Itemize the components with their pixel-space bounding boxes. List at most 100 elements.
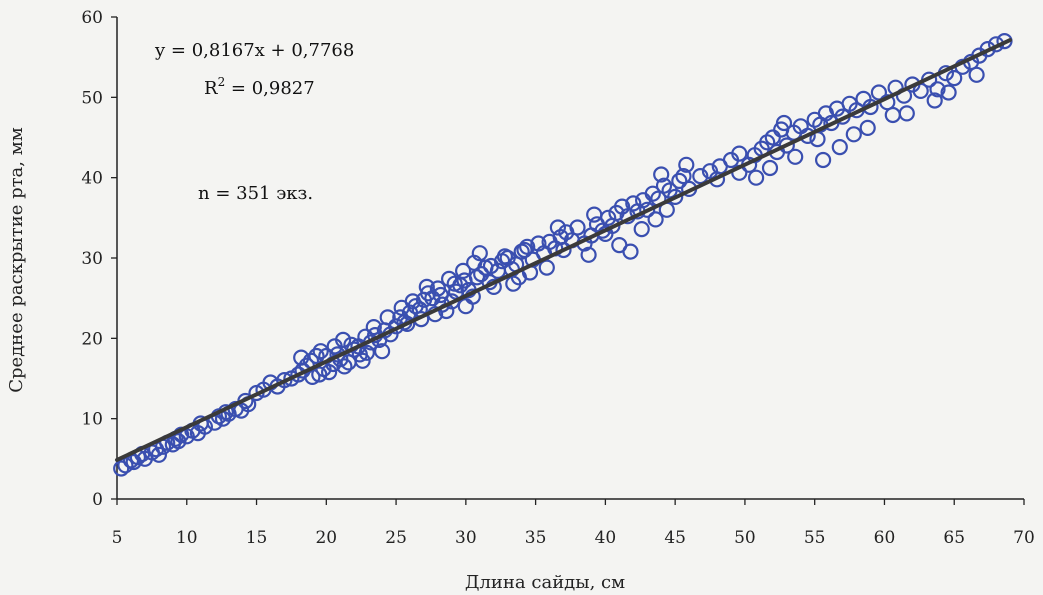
data-point <box>374 343 391 360</box>
data-point <box>505 275 522 292</box>
x-tick-label: 55 <box>804 528 826 548</box>
data-point <box>898 105 915 122</box>
data-point <box>884 106 901 124</box>
y-tick-label: 40 <box>81 169 103 189</box>
data-point <box>283 370 300 387</box>
x-tick-label: 70 <box>1013 528 1035 548</box>
r-squared-symbol: R <box>204 78 218 99</box>
data-point <box>312 343 329 360</box>
x-tick-label: 45 <box>664 528 686 548</box>
data-point <box>404 293 421 310</box>
data-point <box>671 172 688 189</box>
data-point <box>761 159 779 177</box>
y-tick-label: 10 <box>81 410 103 430</box>
data-point <box>420 285 437 302</box>
x-tick-label: 20 <box>315 528 337 548</box>
data-point <box>594 222 611 239</box>
data-point <box>940 84 957 101</box>
data-point <box>814 151 832 169</box>
x-tick-label: 25 <box>385 528 407 548</box>
data-point <box>457 298 474 315</box>
data-point <box>321 364 338 381</box>
data-point <box>538 259 555 276</box>
data-point <box>775 114 793 132</box>
regression-equation: y = 0,8167x + 0,7768 <box>154 40 354 61</box>
r-squared-value: = 0,9827 <box>225 78 315 99</box>
x-tick-label: 60 <box>874 528 896 548</box>
data-point <box>549 219 567 236</box>
y-tick-label: 60 <box>81 8 103 28</box>
data-point <box>870 84 888 101</box>
data-point <box>399 315 416 332</box>
data-point <box>764 129 781 146</box>
data-point <box>929 81 946 98</box>
data-point <box>113 460 130 477</box>
data-point <box>455 262 472 279</box>
x-axis-title: Длина сайды, см <box>465 572 625 593</box>
data-point <box>482 257 500 275</box>
data-point <box>358 344 375 361</box>
data-point <box>125 453 142 471</box>
y-tick-label: 30 <box>81 249 103 269</box>
y-tick-label: 50 <box>81 88 103 108</box>
data-point <box>496 248 513 265</box>
y-axis-title: Среднее раскрытие рта, мм <box>6 127 27 392</box>
r-squared-superscript: 2 <box>218 75 226 89</box>
data-point <box>747 169 765 186</box>
data-point <box>586 206 603 223</box>
data-point <box>778 137 795 154</box>
data-point <box>675 168 692 185</box>
data-point <box>336 358 353 375</box>
data-point <box>170 433 187 450</box>
data-point <box>326 338 343 355</box>
data-point <box>308 347 325 365</box>
x-tick-label: 65 <box>943 528 965 548</box>
data-point <box>926 92 943 109</box>
data-point <box>845 126 862 143</box>
x-tick-label: 30 <box>455 528 477 548</box>
data-point <box>600 209 617 226</box>
data-point <box>946 69 963 87</box>
y-tick-label: 20 <box>81 329 103 349</box>
data-point <box>692 168 709 185</box>
data-point <box>418 278 435 295</box>
data-point <box>569 219 586 236</box>
axis-ticks: 5 10 15 20 25 30 35 40 45 50 55 60 65 70 0 10 20 30 40 50 60 <box>81 8 1034 548</box>
data-point <box>379 309 396 326</box>
data-point <box>667 188 684 205</box>
data-points <box>113 32 1013 477</box>
data-point <box>731 145 748 162</box>
trendline <box>115 38 1013 462</box>
data-point <box>365 319 382 336</box>
x-tick-label: 15 <box>246 528 268 548</box>
data-point <box>647 211 664 228</box>
data-point <box>293 349 310 366</box>
data-point <box>831 139 848 156</box>
data-point <box>859 119 876 137</box>
r-squared-label: R2 = 0,9827 <box>204 75 315 99</box>
x-tick-label: 5 <box>112 528 123 548</box>
x-tick-label: 50 <box>734 528 756 548</box>
data-point <box>653 166 670 183</box>
x-tick-label: 35 <box>525 528 547 548</box>
data-point <box>625 195 642 212</box>
data-point <box>787 148 804 165</box>
y-tick-label: 0 <box>92 490 103 510</box>
data-point <box>555 241 572 259</box>
data-point <box>622 243 639 260</box>
trendline-group <box>115 38 1013 462</box>
data-point <box>466 254 483 271</box>
data-point <box>432 286 449 304</box>
data-point <box>678 156 695 173</box>
data-point <box>799 127 816 144</box>
data-point <box>446 275 463 292</box>
data-point <box>516 241 533 259</box>
x-tick-label: 10 <box>176 528 198 548</box>
data-point <box>580 246 597 263</box>
data-point <box>639 201 656 218</box>
data-point <box>968 66 985 83</box>
data-point <box>633 221 650 238</box>
x-tick-label: 40 <box>595 528 617 548</box>
